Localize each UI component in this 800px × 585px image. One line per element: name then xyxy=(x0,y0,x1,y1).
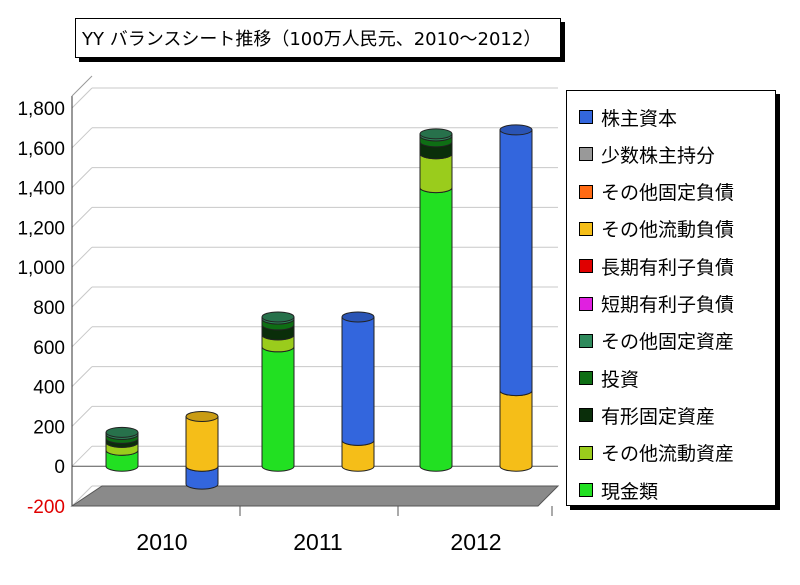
legend-item: その他固定負債 xyxy=(579,179,734,205)
grid-line-depth xyxy=(71,167,93,188)
legend-item: その他流動資産 xyxy=(579,440,734,466)
grid-line-depth xyxy=(71,246,93,268)
legend-label: 現金類 xyxy=(601,480,659,503)
legend-item: 長期有利子負債 xyxy=(579,253,734,279)
y-tick-label: 200 xyxy=(33,417,65,438)
legend-swatch xyxy=(579,184,593,199)
legend-swatch xyxy=(579,221,593,236)
legend-item: その他流動負債 xyxy=(579,216,734,242)
floor-plane xyxy=(70,485,560,507)
legend-item: 短期有利子負債 xyxy=(579,291,734,317)
legend-label: 株主資本 xyxy=(601,107,678,130)
grid-line-depth xyxy=(71,445,93,467)
legend-swatch xyxy=(579,333,593,348)
legend-label: 長期有利子負債 xyxy=(601,256,735,279)
legend-item: その他固定資産 xyxy=(579,328,734,354)
chart-title-text: YY バランスシート推移（100万人民元、2010～2012） xyxy=(82,29,542,50)
legend-label: 有形固定資産 xyxy=(601,405,716,428)
y-tick-label: 1,000 xyxy=(17,258,65,279)
legend-swatch xyxy=(579,259,593,274)
legend-swatch xyxy=(579,408,593,423)
y-tick-label: 600 xyxy=(33,338,65,359)
y-tick-label: 800 xyxy=(33,298,65,319)
grid-line-depth xyxy=(71,127,93,149)
legend-item: 投資 xyxy=(579,365,639,391)
legend-swatch xyxy=(579,110,593,124)
y-tick-label: 0 xyxy=(54,457,65,478)
legend-label: その他固定負債 xyxy=(601,182,735,205)
y-tick-label: 1,800 xyxy=(17,99,65,120)
y-tick-label: 1,400 xyxy=(17,179,65,200)
legend-item: 現金類 xyxy=(579,477,658,503)
bar-segment xyxy=(261,311,295,325)
x-tick-label: 2010 xyxy=(136,529,187,555)
legend-swatch xyxy=(579,445,593,460)
bar-segment xyxy=(419,182,453,472)
legend-swatch xyxy=(579,296,593,311)
legend-label: 短期有利子負債 xyxy=(601,294,735,316)
grid-line-depth xyxy=(71,326,93,348)
legend-swatch xyxy=(579,371,593,386)
grid-line-depth xyxy=(71,286,93,308)
chart-plot: -200 0 200 400 600 800 1,000 1,200 1,400 1,600 1,8… xyxy=(17,75,560,555)
grid-line-depth xyxy=(71,406,93,427)
legend-swatch xyxy=(579,483,593,497)
bar-segment xyxy=(499,124,533,397)
legend-label: その他流動資産 xyxy=(601,443,735,466)
bar-segment xyxy=(419,128,453,142)
grid-line-depth xyxy=(71,207,93,228)
grid-line-depth xyxy=(71,366,93,387)
legend-label: その他固定資産 xyxy=(601,331,735,354)
legend-label: 投資 xyxy=(601,368,640,391)
x-tick-label: 2011 xyxy=(293,529,342,555)
y-tick-label: -200 xyxy=(27,497,65,518)
chart-title: YY バランスシート推移（100万人民元、2010～2012） xyxy=(75,18,561,58)
bar-segment xyxy=(105,426,139,440)
legend-swatch xyxy=(579,147,593,162)
bar-segment xyxy=(499,385,533,472)
legend-label: その他流動負債 xyxy=(601,219,735,242)
bar-segment xyxy=(185,410,219,472)
chart-legend: 株主資本少数株主持分 その他固定負債 その他流動負債 長期有利子負債 短期有利子負債 その… xyxy=(566,90,776,506)
bar-segment xyxy=(261,341,295,472)
grid-line-depth xyxy=(71,87,93,109)
y-tick-label: 400 xyxy=(33,378,65,399)
legend-label: 少数株主持分 xyxy=(601,144,716,167)
y-axis-top-edge xyxy=(71,75,93,97)
grid-line-depth xyxy=(71,485,93,507)
y-tick-label: 1,200 xyxy=(17,218,65,239)
legend-item: 少数株主持分 xyxy=(579,141,715,167)
y-tick-label: 1,600 xyxy=(17,139,65,160)
bar-segment xyxy=(341,311,375,446)
legend-item: 株主資本 xyxy=(579,104,677,130)
x-tick-label: 2012 xyxy=(450,529,501,555)
legend-item: 有形固定資産 xyxy=(579,402,715,428)
